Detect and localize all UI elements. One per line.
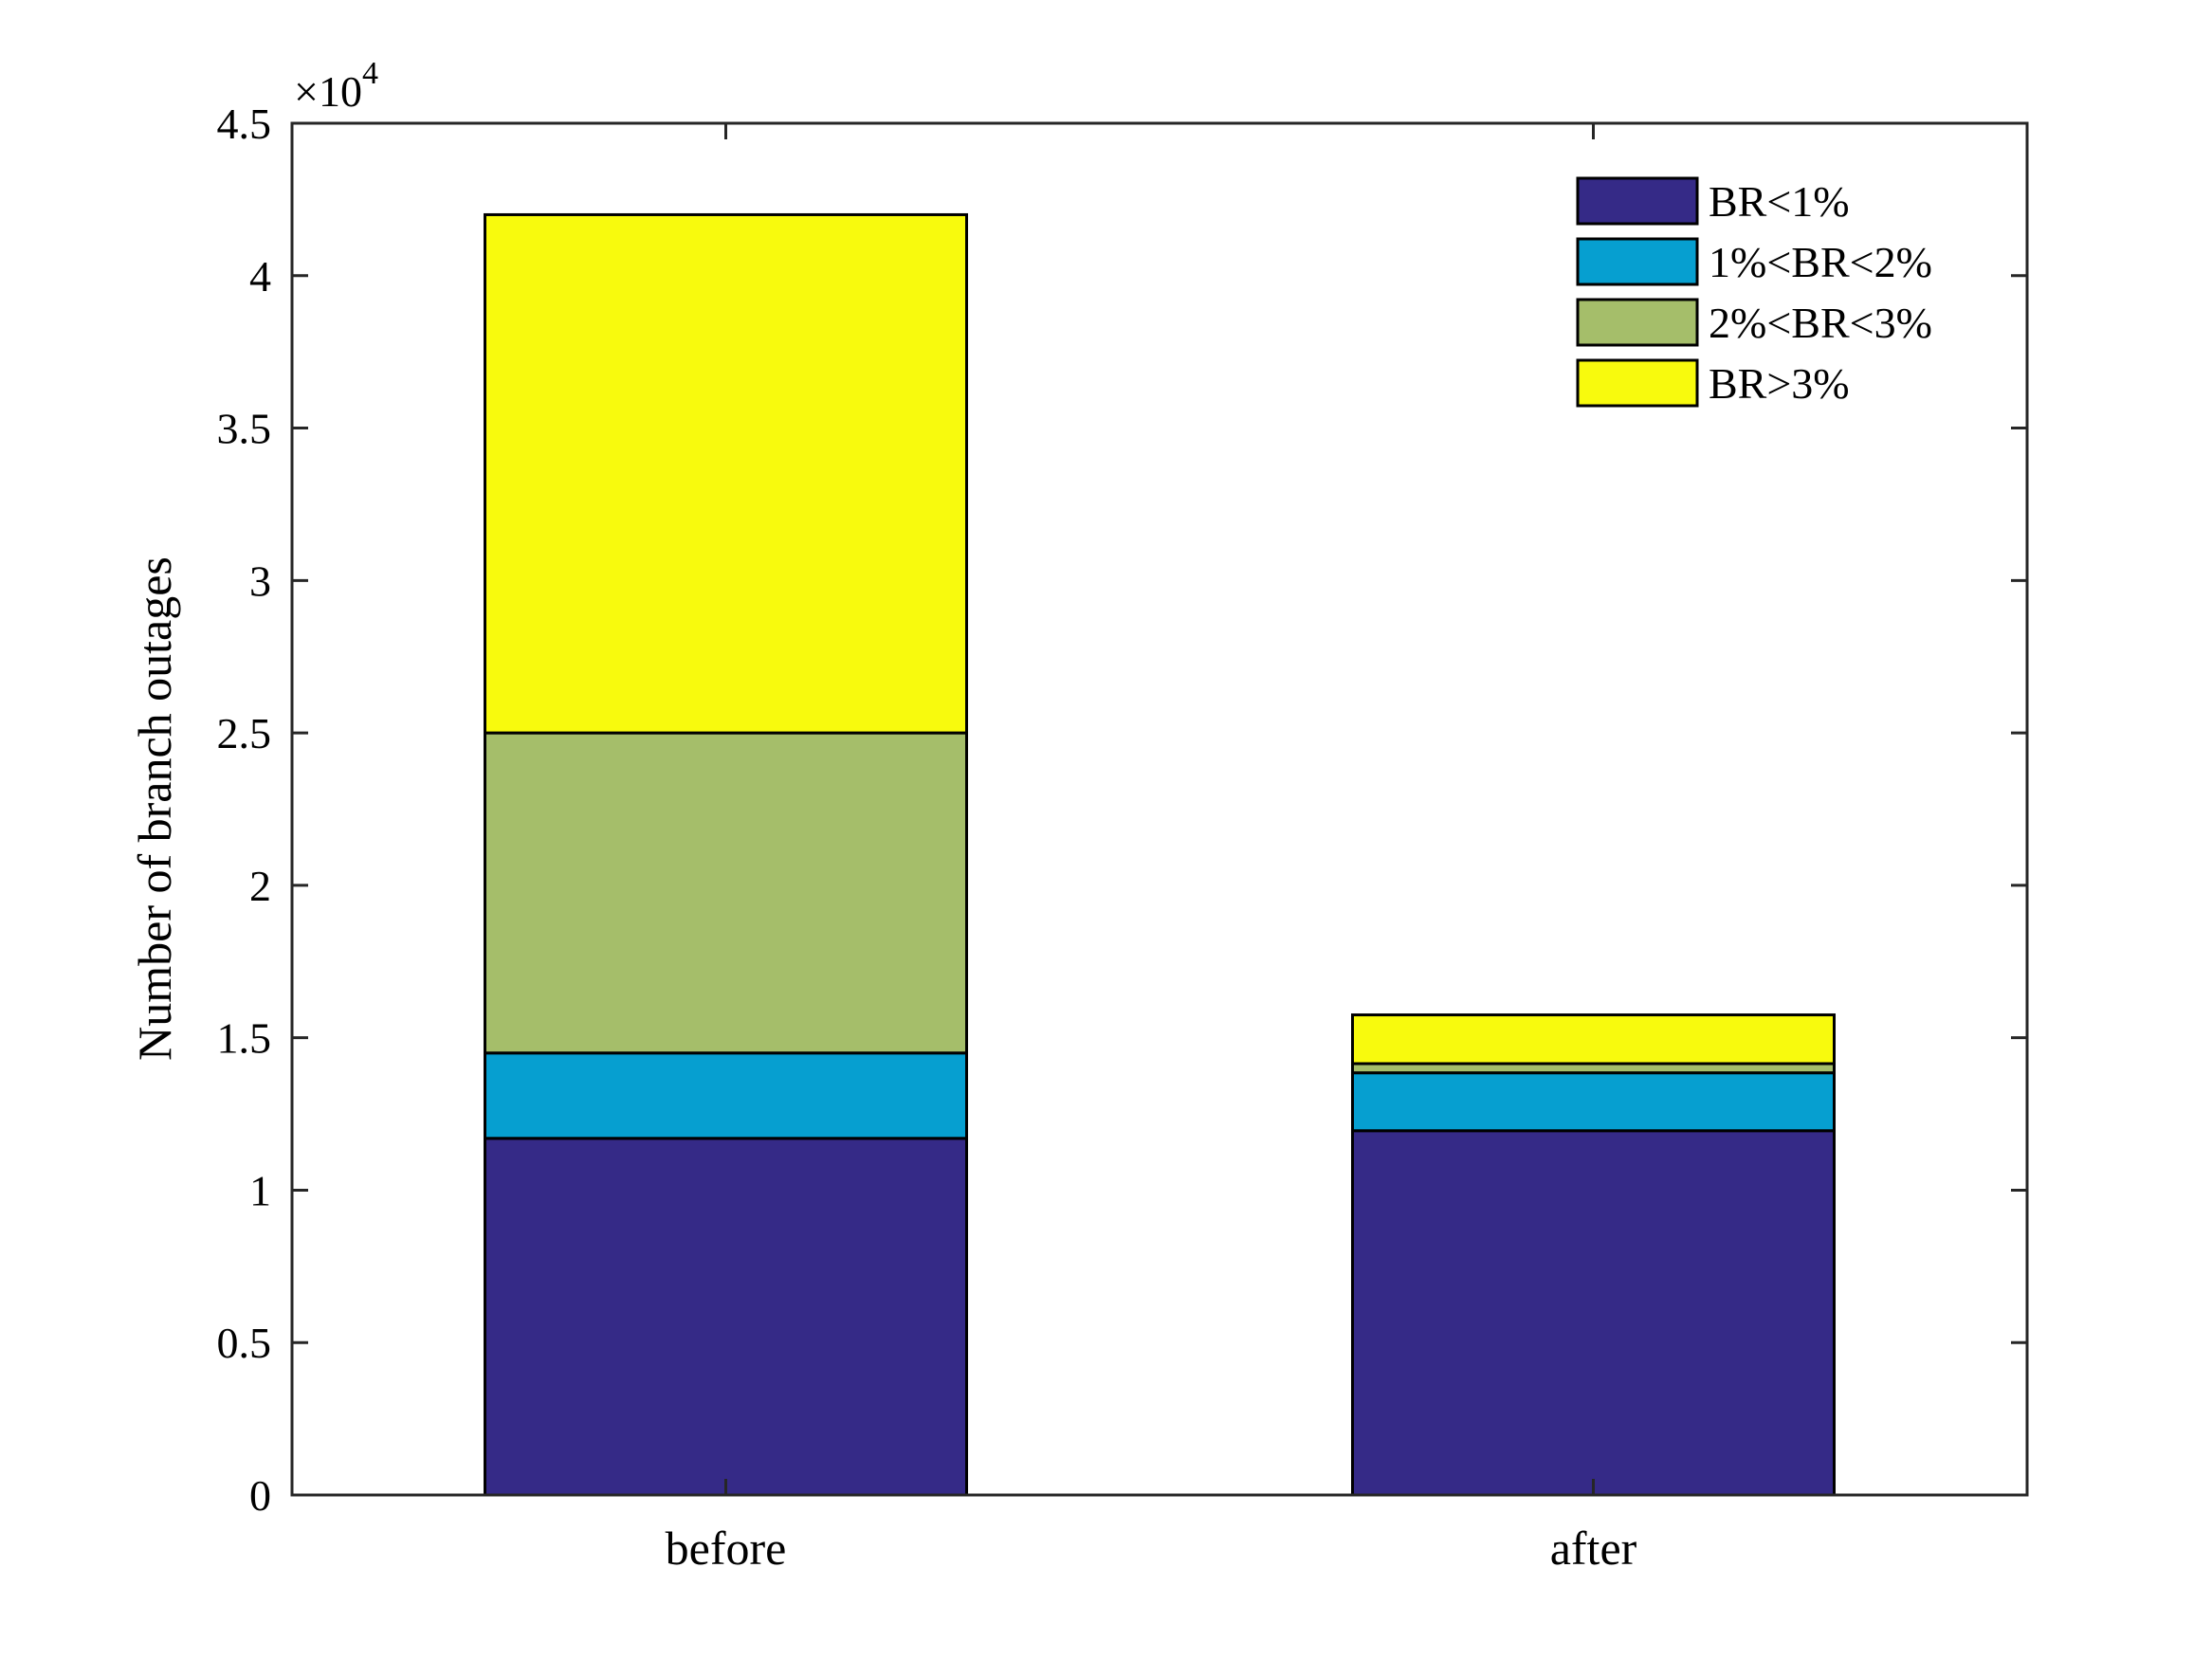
y-exponent-base: ×10 bbox=[294, 67, 362, 116]
y-tick-label: 2.5 bbox=[217, 709, 272, 757]
x-tick-labels: before after bbox=[666, 1522, 1637, 1575]
y-axis-label: Number of branch outages bbox=[128, 556, 181, 1061]
y-tick-label: 1.5 bbox=[217, 1014, 272, 1063]
y-tick-label: 4 bbox=[249, 252, 271, 301]
y-tick-labels: 0 0.5 1 1.5 2 2.5 3 3.5 4 4.5 bbox=[217, 100, 272, 1520]
x-tick-label-after: after bbox=[1550, 1522, 1637, 1575]
legend-swatch-series-3 bbox=[1576, 298, 1699, 347]
legend-swatch-series-2 bbox=[1576, 237, 1699, 286]
y-tick-label: 3 bbox=[249, 556, 271, 605]
bar-segment-before-series-1 bbox=[484, 1137, 968, 1497]
bar-segment-before-series-2 bbox=[484, 1051, 968, 1140]
legend-swatch-series-4 bbox=[1576, 358, 1699, 408]
legend-label-series-2: 1%<BR<2% bbox=[1709, 238, 1932, 286]
bar-segment-before-series-4 bbox=[484, 212, 968, 735]
legend-label-series-4: BR>3% bbox=[1709, 359, 1850, 408]
bar-segment-after-series-4 bbox=[1351, 1013, 1836, 1066]
y-tick-label: 3.5 bbox=[217, 405, 272, 453]
y-tick-label: 1 bbox=[249, 1166, 271, 1214]
axes-box bbox=[290, 121, 2029, 1497]
legend-label-series-1: BR<1% bbox=[1709, 177, 1850, 226]
bar-segment-after-series-1 bbox=[1351, 1129, 1836, 1497]
x-tick-label-before: before bbox=[666, 1522, 787, 1575]
bars-group bbox=[484, 212, 1836, 1497]
y-exponent-label: ×104 bbox=[294, 56, 378, 116]
legend-label-series-3: 2%<BR<3% bbox=[1709, 299, 1932, 347]
y-exponent-power: 4 bbox=[362, 56, 378, 91]
plot-area bbox=[290, 121, 2029, 1497]
legend: BR<1% 1%<BR<2% 2%<BR<3% BR>3% bbox=[1576, 176, 1932, 408]
y-tick-label: 0.5 bbox=[217, 1319, 272, 1367]
y-tick-label: 0 bbox=[249, 1471, 271, 1520]
y-tick-label: 4.5 bbox=[217, 100, 272, 148]
y-tick-label: 2 bbox=[249, 862, 271, 910]
bar-segment-before-series-3 bbox=[484, 731, 968, 1055]
bar-segment-after-series-2 bbox=[1351, 1071, 1836, 1133]
legend-swatch-series-1 bbox=[1576, 176, 1699, 226]
